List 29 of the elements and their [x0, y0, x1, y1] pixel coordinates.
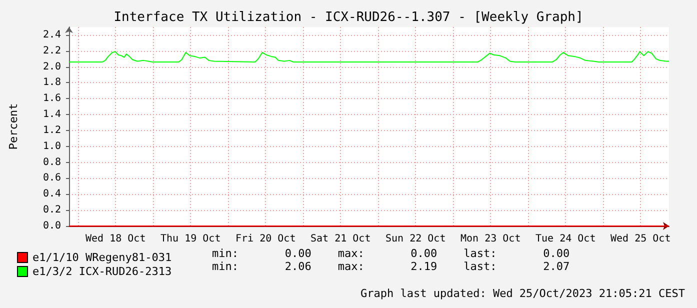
- y-tick-label: 1.4: [42, 109, 61, 120]
- y-axis-title: Percent: [7, 103, 20, 150]
- x-tick-label: Sat 21 Oct: [310, 234, 371, 244]
- x-tick-label: Sun 22 Oct: [386, 234, 446, 244]
- y-tick-label: 0.4: [42, 188, 61, 200]
- text: Graph last updated: Wed 25/Oct/2023 21:05:21 CEST: [360, 287, 686, 300]
- x-tick-label: Thu 19 Oct: [160, 234, 221, 244]
- y-tick-label: 2.4: [42, 29, 61, 40]
- y-tick-label: 1.8: [42, 77, 61, 88]
- legend-label: e1/3/2 ICX-RUD26-2313: [32, 265, 172, 278]
- y-tick-label: 2.2: [42, 45, 61, 56]
- chart-title: Interface TX Utilization - ICX-RUD26--1.307 - [Weekly Graph]: [114, 10, 584, 25]
- legend-label: e1/1/10 WRegeny81-031: [32, 251, 172, 264]
- y-tick-label: 1.0: [42, 140, 61, 152]
- text: min: 2.06 max: 2.19 last: 2.07: [212, 260, 570, 273]
- y-tick-label: 1.2: [42, 124, 61, 136]
- x-tick-label: Fri 20 Oct: [236, 234, 296, 244]
- y-tick-label: 0.6: [42, 172, 61, 184]
- text: min: 0.00 max: 0.00 last: 0.00: [212, 247, 570, 260]
- y-tick-label: 0.2: [42, 204, 61, 216]
- x-tick-label: Wed 18 Oct: [86, 234, 146, 244]
- x-tick-label: Wed 25 Oct: [610, 234, 671, 244]
- y-tick-label: 0.0: [42, 220, 61, 232]
- y-tick-label: 0.8: [42, 156, 61, 168]
- y-tick-label: 2.0: [42, 61, 61, 72]
- y-tick-label: 1.6: [42, 93, 61, 104]
- x-tick-label: Mon 23 Oct: [460, 234, 521, 244]
- line-series: [68, 51, 670, 63]
- x-tick-label: Tue 24 Oct: [536, 234, 596, 244]
